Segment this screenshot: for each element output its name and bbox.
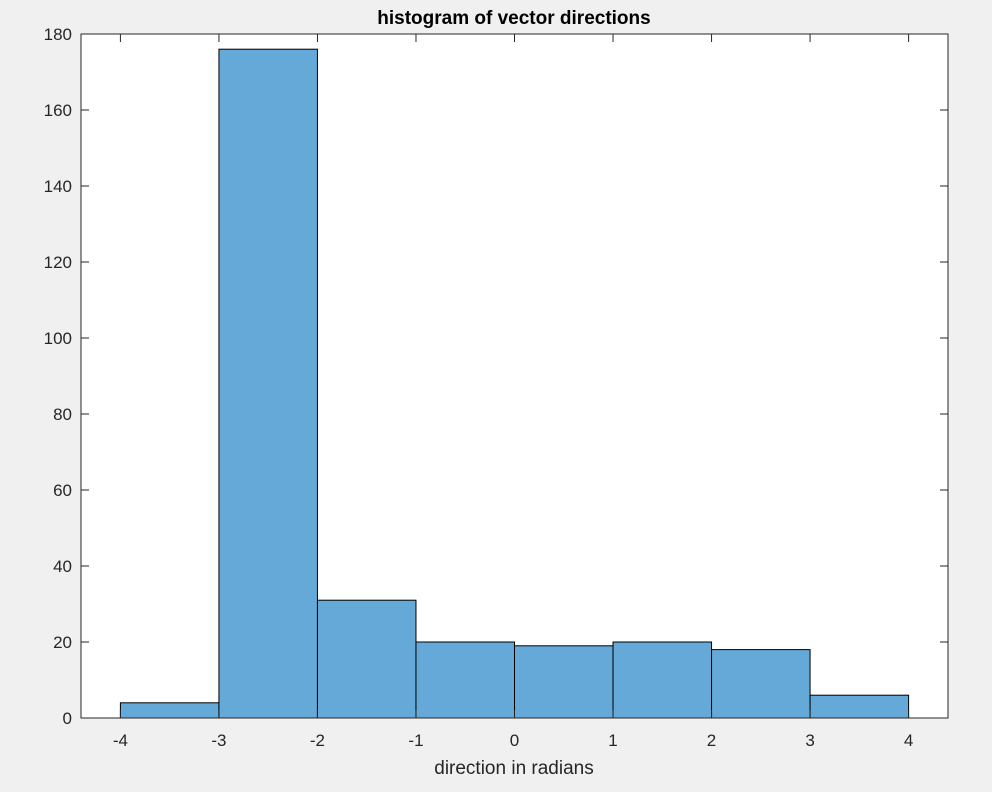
axes-background xyxy=(81,34,948,718)
x-tick-label: 2 xyxy=(707,731,716,750)
y-tick-label: 40 xyxy=(53,557,72,576)
histogram-bars xyxy=(119,48,910,719)
y-tick-label: 100 xyxy=(44,329,72,348)
histogram-bar xyxy=(119,702,220,719)
y-tick-label: 160 xyxy=(44,101,72,120)
y-tick-label: 140 xyxy=(44,177,72,196)
chart-title: histogram of vector directions xyxy=(377,8,650,29)
y-tick-label: 0 xyxy=(63,709,72,728)
x-tick-label: 4 xyxy=(904,731,913,750)
histogram-bar xyxy=(612,641,713,719)
x-tick-label: 3 xyxy=(805,731,814,750)
y-tick-label: 120 xyxy=(44,253,72,272)
x-tick-label: 0 xyxy=(510,731,519,750)
x-tick-label: 1 xyxy=(608,731,617,750)
histogram-bar xyxy=(218,48,318,719)
y-tick-label: 60 xyxy=(53,481,72,500)
histogram-bar xyxy=(711,649,811,719)
y-tick-label: 80 xyxy=(53,405,72,424)
x-tick-label: -3 xyxy=(211,731,226,750)
x-tick-label: -1 xyxy=(408,731,423,750)
y-tick-label: 20 xyxy=(53,633,72,652)
histogram-bar xyxy=(809,694,910,719)
axes-frame xyxy=(80,33,949,719)
x-tick-label: -4 xyxy=(113,731,128,750)
axis-ticks xyxy=(81,33,948,719)
x-tick-label: -2 xyxy=(310,731,325,750)
histogram-bar xyxy=(415,641,515,719)
histogram-bar xyxy=(316,599,417,719)
x-axis-title: direction in radians xyxy=(434,758,593,779)
histogram-bar xyxy=(514,645,614,719)
y-tick-label: 180 xyxy=(44,25,72,44)
